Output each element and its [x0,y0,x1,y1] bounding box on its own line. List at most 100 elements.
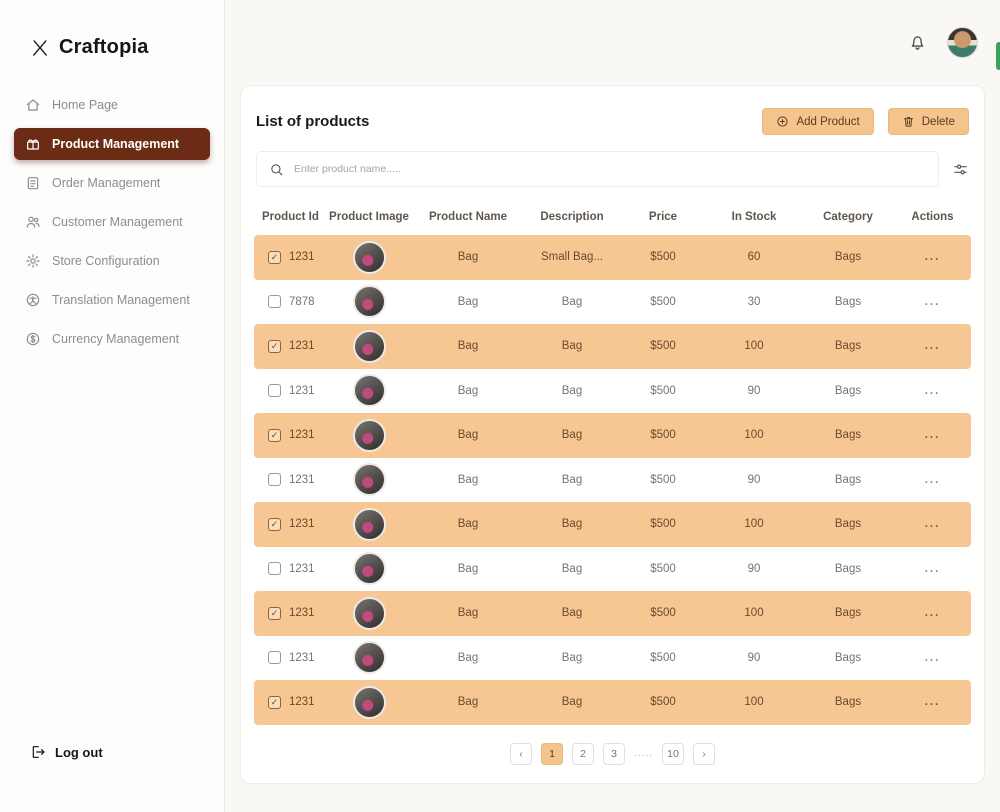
row-actions-button[interactable]: ... [924,518,941,531]
product-id: 1231 [289,562,315,575]
pagination-page-1[interactable]: 1 [541,742,564,765]
main-area: List of products Add Product Delete [225,0,1000,812]
product-icon [25,136,41,152]
row-checkbox[interactable] [268,651,281,665]
delete-button[interactable]: Delete [887,108,969,135]
table-row[interactable]: 1231 Bag Bag $500 90 Bags... [254,369,971,414]
gear-icon [25,253,41,269]
row-actions-button[interactable]: ... [924,340,941,353]
sidebar-item-store-configuration[interactable]: Store Configuration [14,245,210,277]
column-header: Product Id [262,211,319,223]
trash-icon [902,115,915,128]
user-avatar[interactable] [947,27,978,58]
row-checkbox[interactable] [268,562,281,576]
product-description: Small Bag... [541,251,603,264]
filter-icon[interactable] [952,161,969,178]
row-checkbox[interactable] [268,384,281,398]
product-description: Bag [561,562,583,575]
table-row[interactable]: ✓ 1231 Bag Bag $500 100 Bags... [254,324,971,369]
row-checkbox[interactable]: ✓ [268,428,281,442]
product-description: Bag [561,607,583,620]
product-description: Bag [561,384,583,397]
sidebar-item-product-management[interactable]: Product Management [14,128,210,160]
product-id: 1231 [289,429,315,442]
row-actions-button[interactable]: ... [924,429,941,442]
search-bar [256,151,939,187]
product-price: $500 [650,429,676,442]
row-actions-button[interactable]: ... [924,251,941,264]
notifications-bell-icon[interactable] [908,33,927,52]
table-header: Product Id Product Image Product Name Descr… [254,201,971,235]
product-price: $500 [650,607,676,620]
product-stock: 90 [747,562,761,575]
row-checkbox[interactable] [268,473,281,487]
pagination-prev-button[interactable]: ‹ [510,742,533,765]
sidebar-item-label: Product Management [52,137,180,151]
table-row[interactable]: 1231 Bag Bag $500 90 Bags... [254,636,971,681]
pagination-page-10[interactable]: 10 [661,742,684,765]
sidebar-nav: Home Page Product Management Order Managem… [0,89,224,355]
table-row[interactable]: ✓ 1231 Bag Bag $500 100 Bags... [254,680,971,725]
pagination: ‹ 1 2 3..... 10 › [254,725,971,765]
product-name: Bag [457,473,479,486]
sidebar-item-customer-management[interactable]: Customer Management [14,206,210,238]
product-id: 7878 [289,295,315,308]
row-actions-button[interactable]: ... [924,384,941,397]
product-stock: 60 [747,251,761,264]
product-description: Bag [561,518,583,531]
search-icon [269,162,284,177]
product-price: $500 [650,340,676,353]
product-category: Bags [834,295,862,308]
product-price: $500 [650,473,676,486]
product-category: Bags [834,607,862,620]
product-id: 1231 [289,384,315,397]
table-row[interactable]: ✓ 1231 Bag Small Bag... $500 60 Bags... [254,235,971,280]
sidebar-item-home-page[interactable]: Home Page [14,89,210,121]
product-image [352,507,386,541]
table-row[interactable]: ✓ 1231 Bag Bag $500 100 Bags... [254,591,971,636]
page-title: List of products [256,113,370,130]
home-icon [25,97,41,113]
row-checkbox[interactable] [268,295,281,309]
pagination-page-2[interactable]: 2 [572,742,595,765]
row-actions-button[interactable]: ... [924,295,941,308]
row-checkbox[interactable]: ✓ [268,606,281,620]
product-description: Bag [561,429,583,442]
table-row[interactable]: ✓ 1231 Bag Bag $500 100 Bags... [254,413,971,458]
row-checkbox[interactable]: ✓ [268,695,281,709]
table-row[interactable]: 1231 Bag Bag $500 90 Bags... [254,547,971,592]
product-name: Bag [457,696,479,709]
sidebar-item-currency-management[interactable]: Currency Management [14,323,210,355]
status-indicator [996,42,1000,70]
pagination-page-3[interactable]: 3 [603,742,626,765]
logout-label: Log out [55,744,103,760]
product-category: Bags [834,429,862,442]
row-actions-button[interactable]: ... [924,696,941,709]
add-product-button[interactable]: Add Product [762,108,874,135]
product-stock: 100 [744,340,764,353]
sidebar-item-translation-management[interactable]: Translation Management [14,284,210,316]
column-header: Category [823,211,873,223]
product-stock: 100 [744,518,764,531]
product-stock: 100 [744,696,764,709]
table-row[interactable]: 1231 Bag Bag $500 90 Bags... [254,458,971,503]
product-category: Bags [834,251,862,264]
sidebar-item-order-management[interactable]: Order Management [14,167,210,199]
product-price: $500 [650,384,676,397]
row-actions-button[interactable]: ... [924,473,941,486]
table-row[interactable]: 7878 Bag Bag $500 30 Bags... [254,280,971,325]
product-id: 1231 [289,651,315,664]
products-panel: List of products Add Product Delete [240,85,985,784]
row-checkbox[interactable]: ✓ [268,250,281,264]
logout-button[interactable]: Log out [30,744,103,760]
product-price: $500 [650,651,676,664]
row-actions-button[interactable]: ... [924,607,941,620]
row-checkbox[interactable]: ✓ [268,517,281,531]
table-row[interactable]: ✓ 1231 Bag Bag $500 100 Bags... [254,502,971,547]
product-id: 1231 [289,696,315,709]
row-checkbox[interactable]: ✓ [268,339,281,353]
search-input[interactable] [294,163,926,175]
pagination-next-button[interactable]: › [692,742,715,765]
row-actions-button[interactable]: ... [924,562,941,575]
row-actions-button[interactable]: ... [924,651,941,664]
